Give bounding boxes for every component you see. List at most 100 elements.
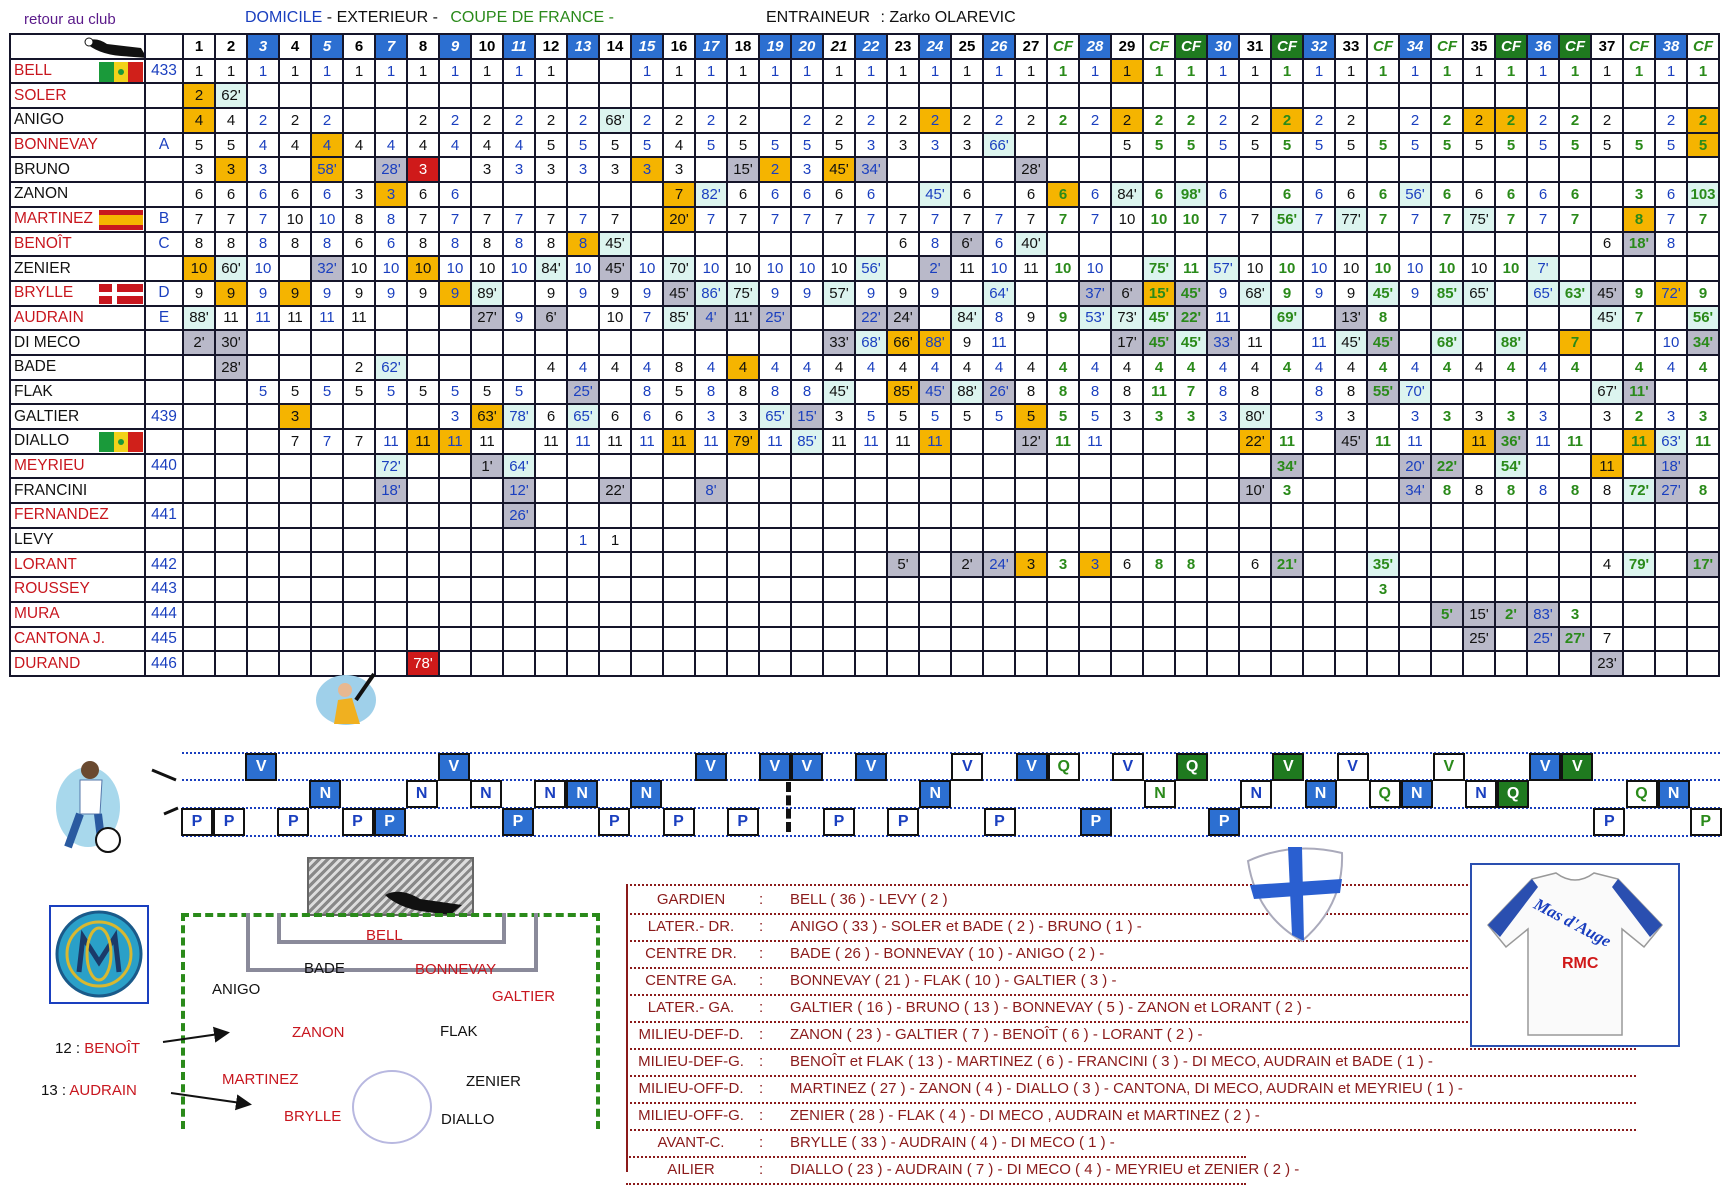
match-cell: 6: [246, 181, 280, 208]
match-cell: [726, 502, 760, 529]
result-n: N: [405, 780, 438, 808]
match-cell: [694, 650, 728, 677]
result-n: N: [534, 780, 567, 808]
match-cell: [438, 353, 472, 381]
match-cell: 33': [1206, 329, 1240, 356]
match-cell: 8: [502, 230, 536, 258]
match-cell: 3: [406, 156, 440, 184]
match-cell: [406, 403, 440, 430]
penalty-area: [246, 913, 538, 972]
match-cell: 8: [182, 230, 216, 258]
player-code: [144, 428, 184, 455]
match-cell: [1366, 600, 1400, 628]
match-cell: [214, 526, 248, 554]
match-header: 23: [886, 33, 920, 60]
match-cell: [630, 650, 664, 677]
match-cell: [374, 107, 408, 134]
player-code: 441: [144, 502, 184, 529]
match-cell: 9: [1622, 279, 1656, 307]
match-cell: [854, 452, 888, 480]
match-cell: 5: [662, 378, 696, 406]
match-cell: [1430, 378, 1464, 406]
player-row: FLAK 5 5 5 5 5 5 5 5 5 25' 8 5 8 8 8 8 45' 85' 45' 88' 26' 8 8 8…: [9, 378, 1720, 406]
match-cell: [1142, 650, 1176, 677]
match-cell: [982, 600, 1016, 628]
match-cell: [630, 329, 664, 356]
match-cell: [342, 107, 376, 134]
match-cell: [758, 551, 792, 579]
match-cell: [1398, 576, 1432, 603]
match-cell: [1462, 576, 1496, 603]
match-cell: [438, 576, 472, 603]
player-name-label: BRUNO: [14, 160, 70, 178]
match-cell: 3: [1654, 403, 1688, 430]
match-cell: [950, 452, 984, 480]
match-cell: 12': [1014, 428, 1048, 455]
match-cell: [1366, 230, 1400, 258]
match-cell: 3: [1526, 403, 1560, 430]
match-cell: 2: [630, 107, 664, 134]
match-cell: 6: [854, 181, 888, 208]
match-cell: 10': [1238, 477, 1272, 505]
match-cell: 85': [790, 428, 824, 455]
match-cell: [598, 181, 632, 208]
back-to-club-link[interactable]: retour au club: [24, 11, 116, 28]
om-logo-icon: [55, 910, 143, 998]
position-players: DIALLO ( 23 ) - AUDRAIN ( 7 ) - DI MECO …: [790, 1161, 1300, 1178]
club-logo: [49, 905, 149, 1004]
match-cell: [278, 156, 312, 184]
match-cell: 80': [1238, 403, 1272, 430]
match-cell: [1142, 452, 1176, 480]
result-v: V: [245, 753, 278, 781]
match-cell: [1302, 526, 1336, 554]
position-row: MILIEU-OFF-D.: MARTINEZ ( 27 ) - ZANON ( …: [626, 1075, 1636, 1104]
match-header: CF: [1142, 33, 1176, 60]
match-cell: [1046, 156, 1080, 184]
match-cell: 11: [342, 304, 376, 332]
match-cell: [310, 576, 344, 603]
match-cell: 2: [950, 107, 984, 134]
match-cell: [1366, 650, 1400, 677]
match-cell: 5: [822, 131, 856, 159]
match-cell: 2: [1110, 107, 1144, 134]
match-cell: [566, 650, 600, 677]
match-cell: 7: [182, 205, 216, 233]
player-code: [144, 526, 184, 554]
match-cell: 6: [1526, 181, 1560, 208]
match-cell: 7: [790, 205, 824, 233]
result-v: V: [1272, 753, 1305, 781]
match-cell: [1494, 625, 1528, 653]
match-cell: 4: [694, 353, 728, 381]
match-cell: [1494, 551, 1528, 579]
match-cell: 24': [886, 304, 920, 332]
match-cell: [918, 650, 952, 677]
match-cell: 45': [1366, 279, 1400, 307]
match-cell: 6: [1334, 181, 1368, 208]
match-header: 13: [566, 33, 600, 60]
match-cell: [982, 181, 1016, 208]
match-cell: [1238, 230, 1272, 258]
match-cell: [1014, 279, 1048, 307]
result-p: P: [662, 808, 695, 836]
match-cell: [758, 230, 792, 258]
coach-label: ENTRAINEUR: [766, 9, 871, 26]
player-row: CANTONA J. 445 25' 25' 27' 7: [9, 625, 1720, 653]
match-cell: 8: [1526, 477, 1560, 505]
position-players: MARTINEZ ( 27 ) - ZANON ( 4 ) - DIALLO (…: [790, 1080, 1463, 1097]
result-p: P: [726, 808, 759, 836]
match-cell: [1078, 131, 1112, 159]
match-cell: 4: [886, 353, 920, 381]
match-cell: 2: [1142, 107, 1176, 134]
match-cell: 6: [758, 181, 792, 208]
match-cell: [438, 502, 472, 529]
match-cell: [1686, 502, 1720, 529]
position-players: BRYLLE ( 33 ) - AUDRAIN ( 4 ) - DI MECO …: [790, 1134, 1115, 1151]
match-cell: [438, 551, 472, 579]
match-cell: [566, 329, 600, 356]
match-cell: 6': [1110, 279, 1144, 307]
position-players: BENOÎT et FLAK ( 13 ) - MARTINEZ ( 6 ) -…: [790, 1053, 1433, 1070]
match-cell: [1238, 82, 1272, 110]
match-cell: [598, 82, 632, 110]
match-cell: 3: [1366, 576, 1400, 603]
match-header: 22: [854, 33, 888, 60]
